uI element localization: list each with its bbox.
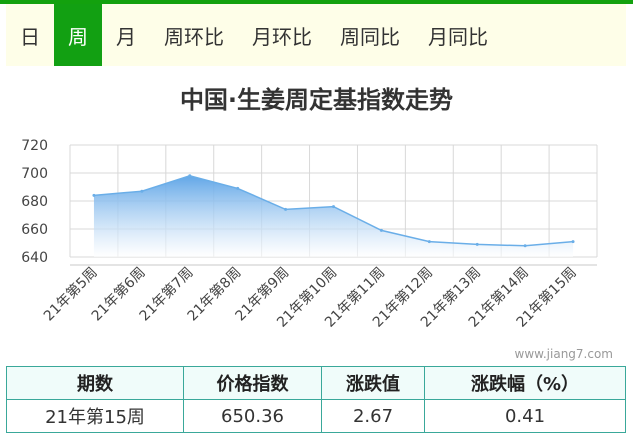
tab-6[interactable]: 月同比 xyxy=(428,24,488,49)
header-price-index: 价格指数 xyxy=(183,366,322,400)
cell-change-percent: 0.41 xyxy=(424,399,626,433)
y-tick-label: 660 xyxy=(21,222,48,238)
data-point[interactable] xyxy=(284,207,288,211)
cell-change-value: 2.67 xyxy=(321,399,425,433)
tab-3[interactable]: 周环比 xyxy=(164,24,224,49)
tab-1[interactable]: 周 xyxy=(54,4,102,66)
data-point[interactable] xyxy=(427,240,431,244)
cell-period: 21年第15周 xyxy=(6,399,184,433)
header-period: 期数 xyxy=(6,366,184,400)
tab-5[interactable]: 周同比 xyxy=(340,24,400,49)
header-change-value: 涨跌值 xyxy=(321,366,425,400)
data-point[interactable] xyxy=(236,186,240,190)
data-point[interactable] xyxy=(188,174,192,178)
stats-header-row: 期数 价格指数 涨跌值 涨跌幅（%） xyxy=(6,366,626,400)
watermark: www.jiang7.com xyxy=(514,347,613,361)
y-tick-label: 640 xyxy=(21,250,48,266)
header-change-percent: 涨跌幅（%） xyxy=(424,366,626,400)
top-accent-bar xyxy=(0,0,633,4)
series-area xyxy=(93,175,574,257)
stats-table: 期数 价格指数 涨跌值 涨跌幅（%） 21年第15周 650.36 2.67 0… xyxy=(6,366,626,433)
period-tabs: 日周月 周环比 月环比 周同比 月同比 xyxy=(6,4,626,66)
data-point[interactable] xyxy=(523,244,527,248)
data-point[interactable] xyxy=(379,228,383,232)
data-point[interactable] xyxy=(475,242,479,246)
y-tick-label: 720 xyxy=(21,138,48,154)
tab-4[interactable]: 月环比 xyxy=(252,24,312,49)
tab-2[interactable]: 月 xyxy=(116,24,136,49)
tab-0[interactable]: 日 xyxy=(20,24,40,49)
cell-price-index: 650.36 xyxy=(183,399,322,433)
data-point[interactable] xyxy=(332,205,335,209)
stats-data-row: 21年第15周 650.36 2.67 0.41 xyxy=(6,399,626,433)
y-tick-label: 700 xyxy=(21,166,48,182)
data-point[interactable] xyxy=(571,240,575,244)
y-tick-label: 680 xyxy=(21,194,48,210)
data-point[interactable] xyxy=(140,189,144,193)
data-point[interactable] xyxy=(92,193,96,197)
chart-title: 中国·生姜周定基指数走势 xyxy=(179,86,454,114)
